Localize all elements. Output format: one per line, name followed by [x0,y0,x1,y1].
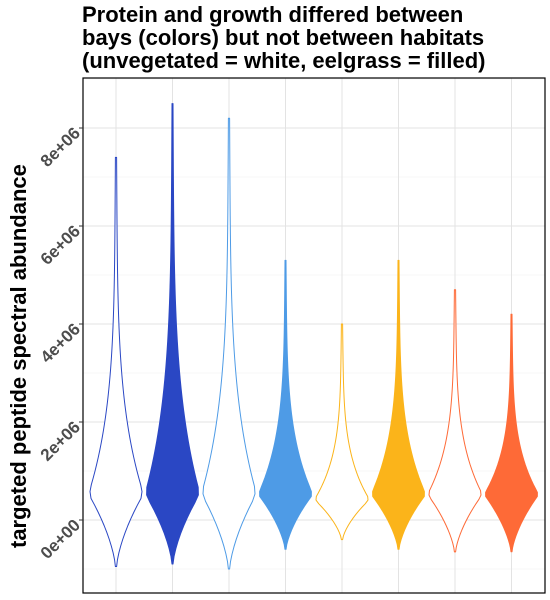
chart-title-line-1: Protein and growth differed between [82,2,464,27]
chart-title-line-2: bays (colors) but not between habitats [82,25,485,50]
grid [83,78,545,593]
violin-7 [428,289,482,553]
y-tick-label: 8e+06 [37,124,84,171]
violin-1 [89,156,143,568]
violin-6 [372,259,425,550]
chart-title: Protein and growth differed between bays… [82,3,542,72]
violins [89,103,538,570]
violin-4 [259,259,312,550]
chart-title-line-3: (unvegetated = white, eelgrass = filled) [82,48,486,73]
y-axis-ticks: 0e+00 2e+06 4e+06 6e+06 8e+06 [37,124,84,563]
y-tick-label: 6e+06 [37,222,84,269]
violin-2 [146,103,199,565]
y-tick-label: 4e+06 [37,320,84,367]
y-tick-label: 2e+06 [37,418,84,465]
plot-panel-border [82,77,546,594]
y-tick-label: 0e+00 [37,516,84,563]
violin-5 [315,323,369,541]
violin-8 [485,313,538,553]
violin-3 [202,117,256,570]
